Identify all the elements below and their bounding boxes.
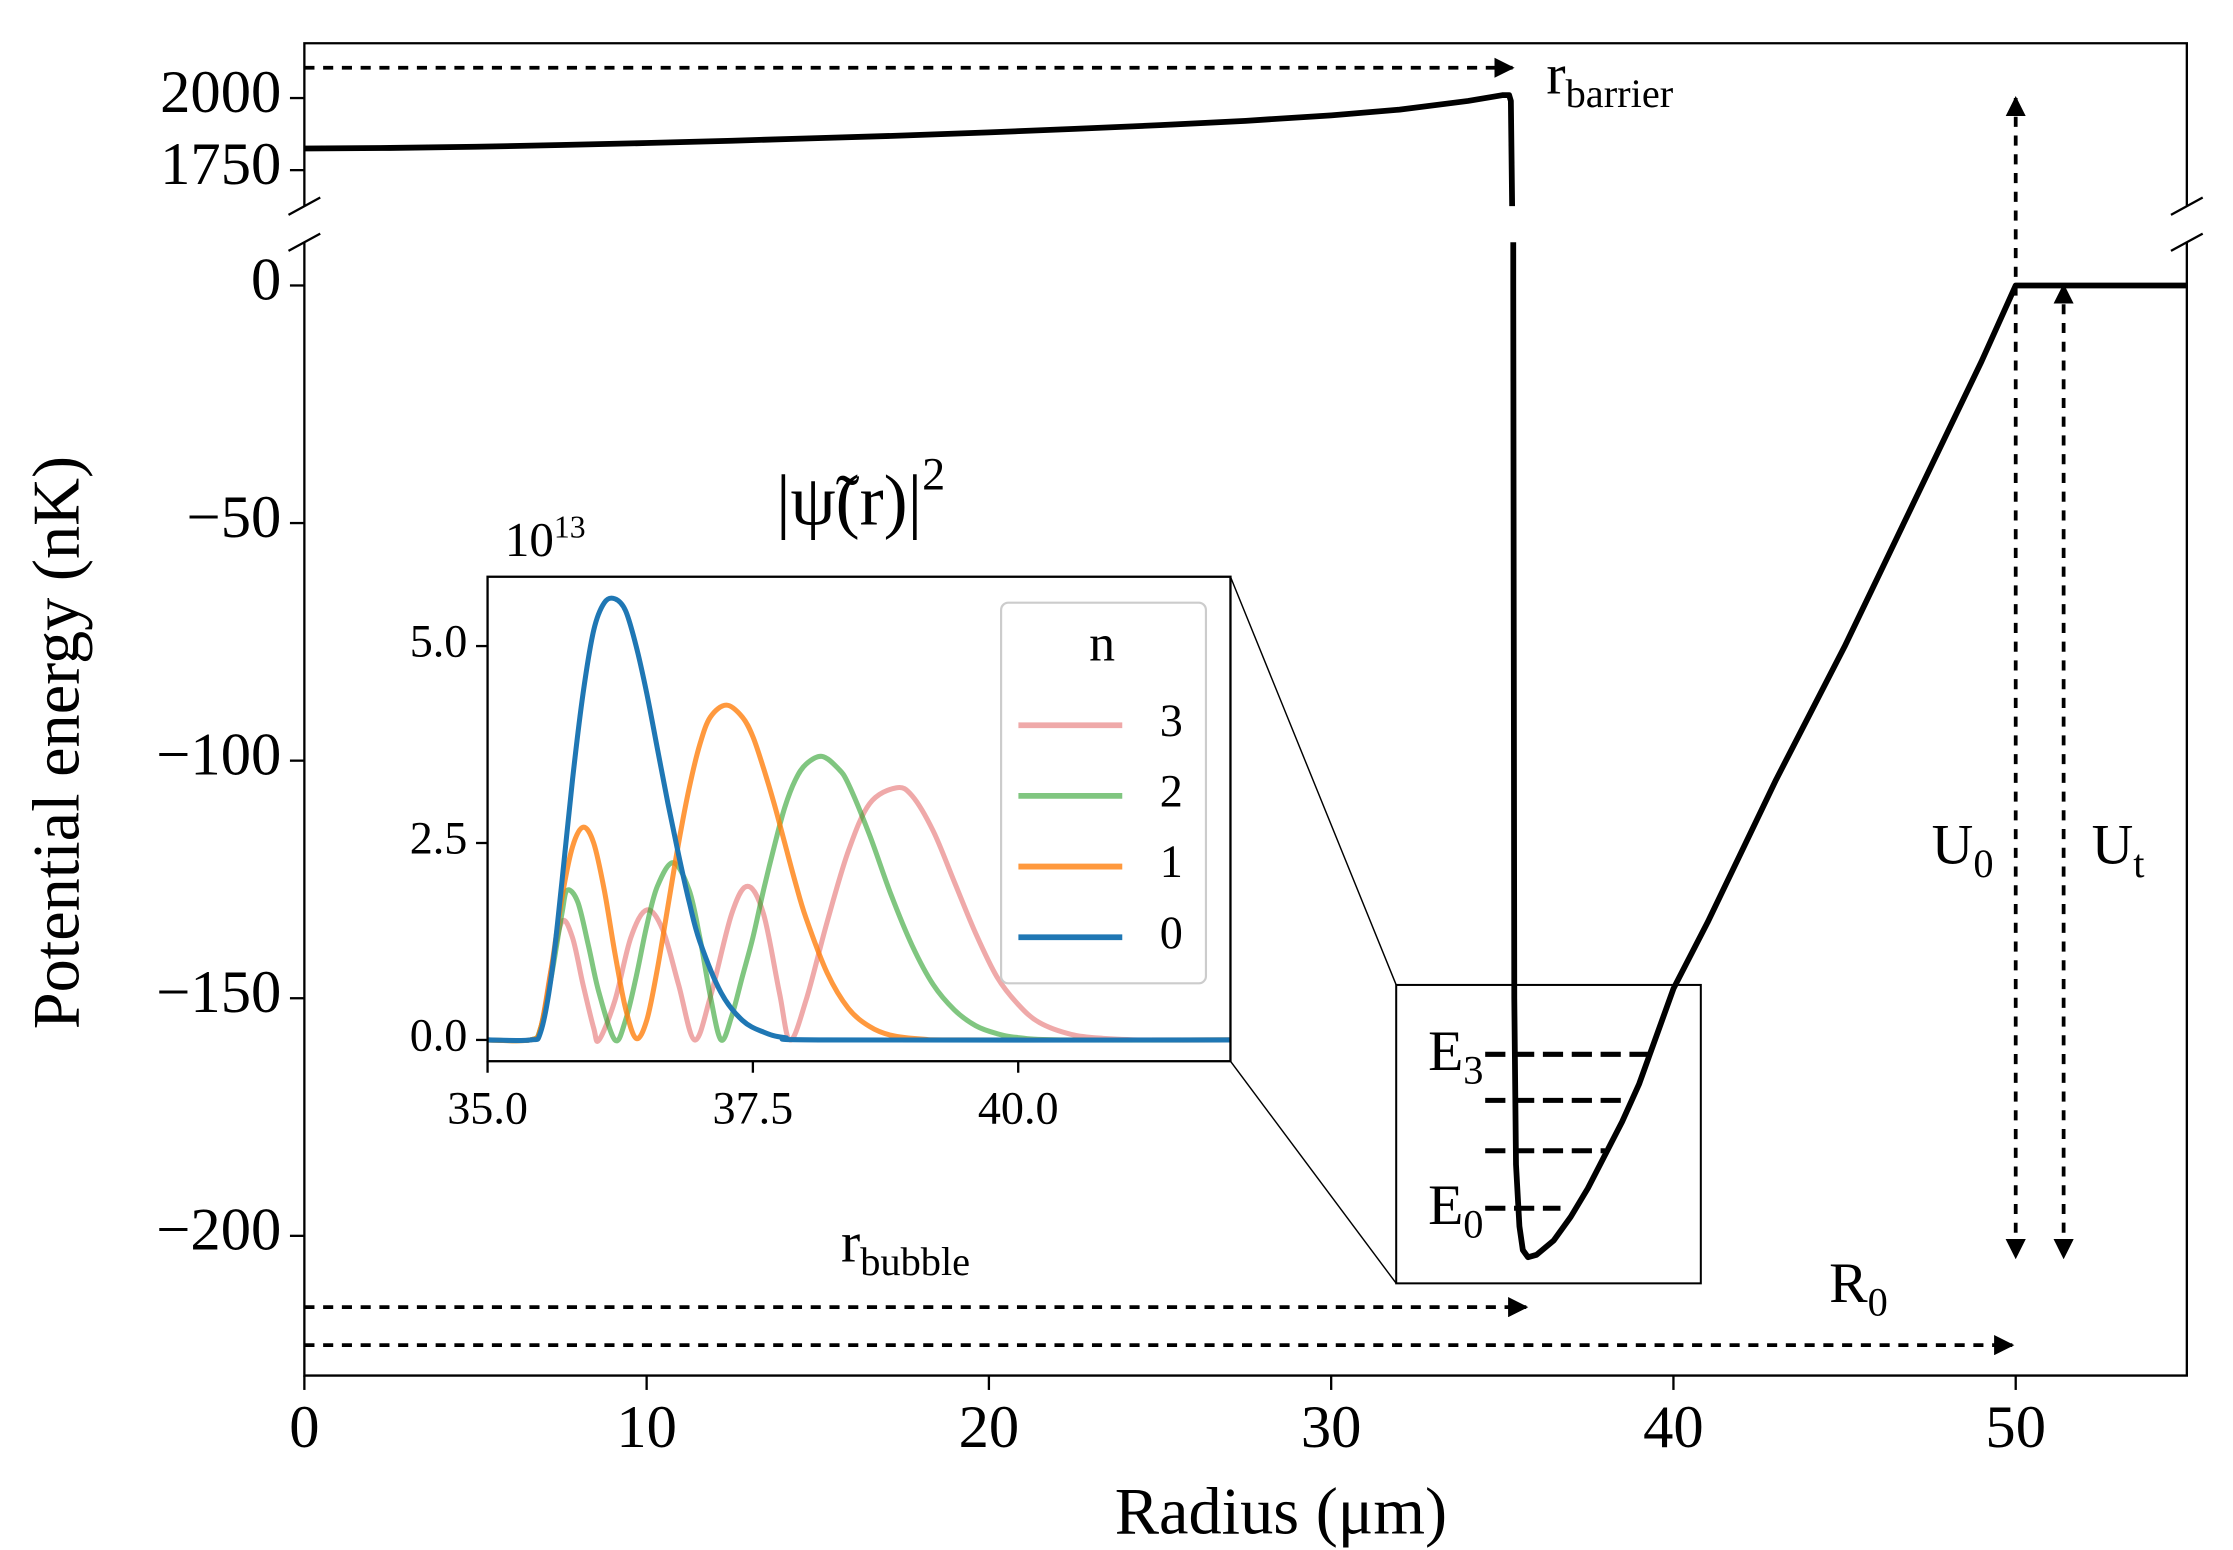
inset-title: |ψ̃(r)|2 xyxy=(776,448,945,540)
spine xyxy=(303,242,2188,1377)
offset-base: 10 xyxy=(505,512,554,567)
annotation-label: rbubble xyxy=(841,1212,970,1284)
x-tick-label: 0 xyxy=(289,1394,319,1461)
annotation-label-sub: 0 xyxy=(1868,1280,1888,1325)
legend-title: n xyxy=(1089,616,1115,673)
annotation-label-base: R xyxy=(1829,1252,1868,1315)
potential-line xyxy=(304,92,1516,207)
y-tick-label: 1750 xyxy=(160,131,281,198)
energy-label-base: E xyxy=(1428,1174,1463,1237)
zoom-box xyxy=(1395,983,1702,1285)
potential-line xyxy=(1510,242,2187,1261)
annotation-label-sub: bubble xyxy=(860,1239,970,1284)
annotation-label-sub: 0 xyxy=(1973,841,1993,886)
annotation-label-sub: barrier xyxy=(1566,71,1674,116)
y-tick-label: −50 xyxy=(187,484,282,551)
y-tick-label: 2000 xyxy=(160,59,281,126)
annotation-label: R0 xyxy=(1829,1252,1888,1324)
x-tick-label: 10 xyxy=(616,1394,677,1461)
break-mark xyxy=(2170,196,2204,216)
energy-label: E3 xyxy=(1428,1020,1483,1092)
offset-text: 1013 xyxy=(505,510,586,567)
energy-label-sub: 3 xyxy=(1463,1048,1483,1093)
y-axis-label: Potential energy (nK) xyxy=(21,456,94,1029)
energy-label-sub: 0 xyxy=(1463,1202,1483,1247)
y-tick-label: 0 xyxy=(251,246,281,313)
legend-label: 2 xyxy=(1160,766,1183,817)
annotation-label: U0 xyxy=(1932,814,1994,886)
wavefunction-line xyxy=(487,595,1231,1044)
y-tick-label: −150 xyxy=(156,959,281,1026)
annotation-label-base: r xyxy=(841,1212,860,1275)
wavefunction-line xyxy=(487,702,1231,1044)
y-tick-label: −200 xyxy=(156,1197,281,1264)
break-mark xyxy=(287,232,321,252)
wavefunction-line xyxy=(487,784,1231,1044)
x-tick-label: 40 xyxy=(1643,1394,1704,1461)
annotation-label: rbarrier xyxy=(1546,44,1673,116)
inset-frame xyxy=(486,575,1232,1063)
inset-title-base: |ψ̃(r)| xyxy=(776,460,922,540)
energy-label-base: E xyxy=(1428,1020,1463,1083)
x-tick-label: 20 xyxy=(959,1394,1020,1461)
break-mark xyxy=(2170,232,2204,252)
x-tick-label: 50 xyxy=(1985,1394,2046,1461)
legend-label: 0 xyxy=(1160,907,1183,958)
break-mark xyxy=(287,196,321,216)
x-axis-label: Radius (μm) xyxy=(1115,1476,1447,1549)
inset-x-tick-label: 37.5 xyxy=(713,1083,794,1134)
inset-y-tick-label: 2.5 xyxy=(410,813,468,864)
annotation-label-sub: t xyxy=(2133,841,2144,886)
inset-x-tick-label: 35.0 xyxy=(447,1083,528,1134)
annotation-label-base: U xyxy=(2092,814,2134,877)
zoom-connector xyxy=(1229,576,1397,986)
offset-sup: 13 xyxy=(554,510,586,545)
zoom-connector xyxy=(1229,1060,1397,1284)
inset-x-tick-label: 40.0 xyxy=(978,1083,1059,1134)
annotation-label-base: r xyxy=(1546,44,1565,107)
inset-y-tick-label: 5.0 xyxy=(410,616,468,667)
legend-label: 1 xyxy=(1160,836,1183,887)
annotation-label-base: U xyxy=(1932,814,1974,877)
energy-label: E0 xyxy=(1428,1174,1483,1246)
inset-title-sup: 2 xyxy=(922,448,945,499)
legend-label: 3 xyxy=(1160,695,1183,746)
spine xyxy=(303,42,2188,207)
annotation-label: Ut xyxy=(2092,814,2145,886)
inset-y-tick-label: 0.0 xyxy=(410,1010,468,1061)
y-tick-label: −100 xyxy=(156,722,281,789)
x-tick-label: 30 xyxy=(1301,1394,1362,1461)
wavefunction-line xyxy=(487,753,1231,1044)
